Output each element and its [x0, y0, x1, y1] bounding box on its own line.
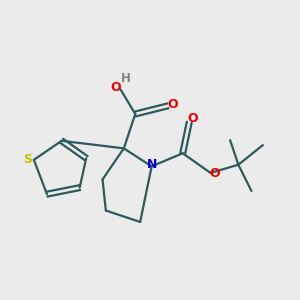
Text: O: O: [188, 112, 199, 125]
Text: O: O: [111, 81, 121, 94]
Text: S: S: [23, 153, 32, 166]
Text: O: O: [167, 98, 178, 111]
Text: O: O: [210, 167, 220, 180]
Text: H: H: [121, 71, 130, 85]
Text: N: N: [147, 158, 158, 171]
